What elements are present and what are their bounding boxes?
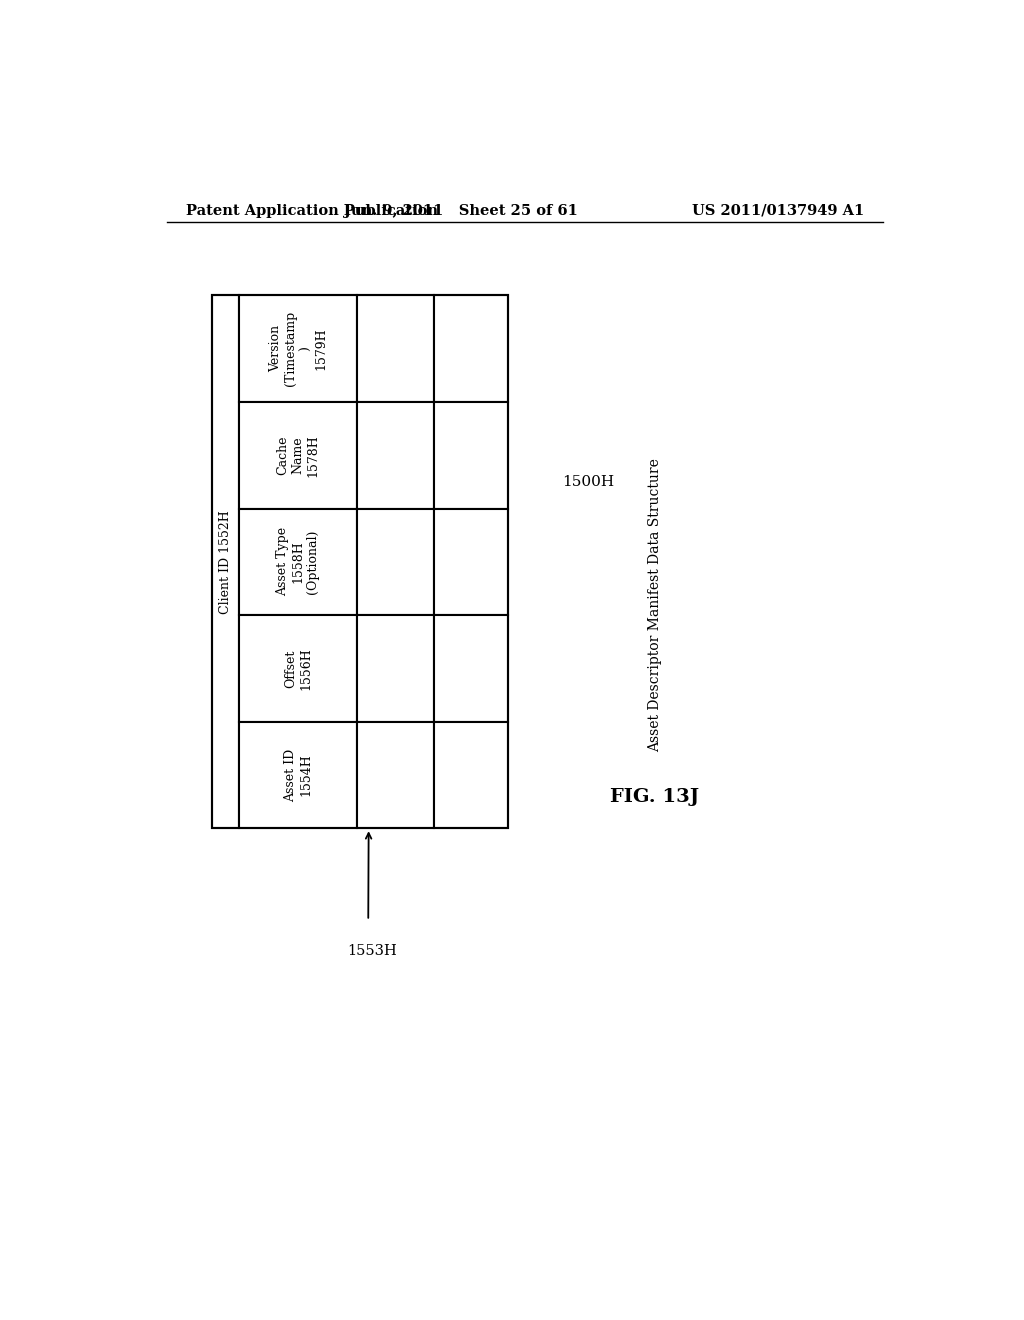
Bar bbox=[434, 508, 508, 615]
Text: Jun. 9, 2011   Sheet 25 of 61: Jun. 9, 2011 Sheet 25 of 61 bbox=[344, 203, 579, 218]
Bar bbox=[212, 296, 239, 829]
Text: Client ID 1552H: Client ID 1552H bbox=[219, 510, 231, 614]
Bar bbox=[239, 403, 357, 508]
Text: Asset Type
1558H
(Optional): Asset Type 1558H (Optional) bbox=[276, 527, 319, 597]
Text: 1553H: 1553H bbox=[347, 944, 397, 958]
Text: Version
(Timestamp
)
1579H: Version (Timestamp ) 1579H bbox=[269, 312, 327, 387]
Bar bbox=[434, 296, 508, 403]
Text: Asset Descriptor Manifest Data Structure: Asset Descriptor Manifest Data Structure bbox=[648, 458, 662, 752]
Text: Cache
Name
1578H: Cache Name 1578H bbox=[276, 434, 319, 477]
Bar bbox=[434, 615, 508, 722]
Text: US 2011/0137949 A1: US 2011/0137949 A1 bbox=[692, 203, 864, 218]
Text: 1500H: 1500H bbox=[562, 475, 614, 488]
Text: Asset ID
1554H: Asset ID 1554H bbox=[284, 748, 312, 801]
Text: Offset
1556H: Offset 1556H bbox=[284, 647, 312, 690]
Bar bbox=[357, 296, 434, 403]
Bar bbox=[357, 508, 434, 615]
Bar bbox=[239, 296, 357, 403]
Text: Patent Application Publication: Patent Application Publication bbox=[186, 203, 438, 218]
Bar bbox=[357, 403, 434, 508]
Bar bbox=[357, 615, 434, 722]
Bar bbox=[239, 508, 357, 615]
Bar bbox=[357, 722, 434, 829]
Bar bbox=[239, 722, 357, 829]
Bar bbox=[212, 296, 508, 829]
Bar bbox=[239, 615, 357, 722]
Bar bbox=[434, 722, 508, 829]
Bar bbox=[434, 403, 508, 508]
Text: FIG. 13J: FIG. 13J bbox=[610, 788, 699, 807]
